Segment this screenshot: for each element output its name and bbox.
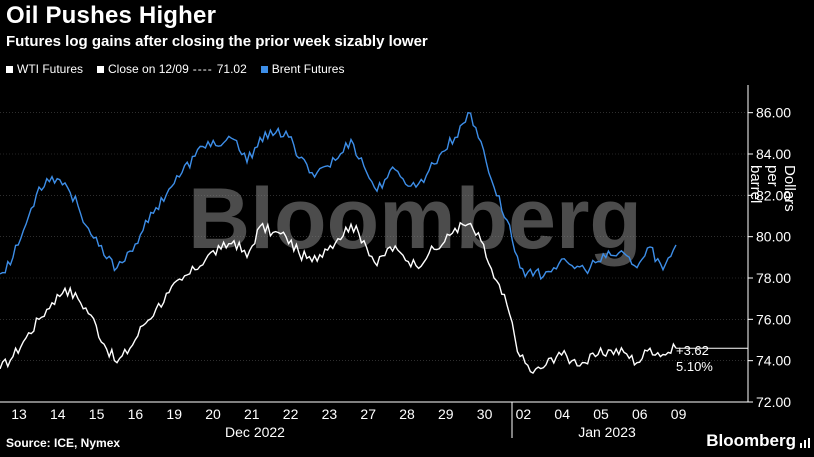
x-tick-label: 23 bbox=[322, 406, 338, 422]
legend-item-wti: WTI Futures bbox=[6, 62, 83, 76]
x-tick-label: 16 bbox=[128, 406, 144, 422]
y-tick-label: 72.00 bbox=[756, 394, 791, 410]
x-tick-label: 30 bbox=[477, 406, 493, 422]
x-tick-label: 15 bbox=[89, 406, 105, 422]
legend-item-close: Close on 12/09 ---- 71.02 bbox=[97, 62, 247, 76]
legend-swatch-brent bbox=[260, 65, 268, 73]
x-tick-label: 14 bbox=[50, 406, 66, 422]
x-tick-label: 22 bbox=[283, 406, 299, 422]
y-axis: 72.00 74.00 76.00 78.00 80.00 82.00 84.00 86.00 bbox=[747, 85, 791, 410]
watermark: Bloomberg bbox=[188, 171, 642, 267]
x-tick-label: 05 bbox=[593, 406, 609, 422]
y-tick-label: 78.00 bbox=[756, 270, 791, 286]
x-group-label: Dec 2022 bbox=[225, 424, 285, 440]
x-tick-label: 27 bbox=[360, 406, 376, 422]
y-tick-label: 80.00 bbox=[756, 229, 791, 245]
legend-swatch-wti bbox=[6, 65, 13, 73]
legend-label-close: Close on 12/09 bbox=[108, 62, 189, 76]
x-tick-label: 06 bbox=[632, 406, 648, 422]
x-tick-label: 09 bbox=[671, 406, 687, 422]
x-tick-label: 20 bbox=[205, 406, 221, 422]
annotation-pct: 5.10% bbox=[676, 359, 713, 374]
y-tick-label: 86.00 bbox=[756, 105, 791, 121]
x-tick-label: 19 bbox=[166, 406, 182, 422]
x-tick-label: 13 bbox=[11, 406, 27, 422]
series-line-brent bbox=[0, 111, 677, 281]
x-group-label: Jan 2023 bbox=[578, 424, 636, 440]
y-tick-label: 82.00 bbox=[756, 187, 791, 203]
x-tick-label: 28 bbox=[399, 406, 415, 422]
x-tick-label: 29 bbox=[438, 406, 454, 422]
bar-chart-icon bbox=[800, 438, 810, 448]
annotation-change: +3.62 bbox=[676, 343, 709, 358]
x-tick-label: 21 bbox=[244, 406, 260, 422]
legend-label-wti: WTI Futures bbox=[17, 62, 84, 76]
source-note: Source: ICE, Nymex bbox=[6, 436, 121, 450]
y-tick-label: 74.00 bbox=[756, 353, 791, 369]
legend-close-value: 71.02 bbox=[216, 62, 247, 76]
legend-dash-icon: ---- bbox=[192, 62, 213, 76]
series-line-wti bbox=[0, 221, 677, 375]
x-tick-label: 04 bbox=[554, 406, 570, 422]
legend-label-brent: Brent Futures bbox=[271, 62, 345, 76]
chart-title: Oil Pushes Higher bbox=[6, 2, 217, 29]
y-tick-label: 84.00 bbox=[756, 146, 791, 162]
x-axis: 13 14 15 16 19 20 21 22 23 27 28 29 30 02 04 05 06 09 Dec … bbox=[0, 401, 748, 440]
brand-logo-text: Bloomberg bbox=[706, 431, 796, 450]
chart-subtitle: Futures log gains after closing the prio… bbox=[6, 33, 428, 50]
legend: WTI Futures Close on 12/09 ---- 71.02 Br… bbox=[6, 62, 344, 76]
x-tick-label: 02 bbox=[516, 406, 532, 422]
legend-item-brent: Brent Futures bbox=[260, 62, 345, 76]
legend-swatch-close bbox=[97, 65, 105, 73]
y-axis-label: Dollars per barrel bbox=[747, 165, 798, 212]
y-tick-label: 76.00 bbox=[756, 311, 791, 327]
